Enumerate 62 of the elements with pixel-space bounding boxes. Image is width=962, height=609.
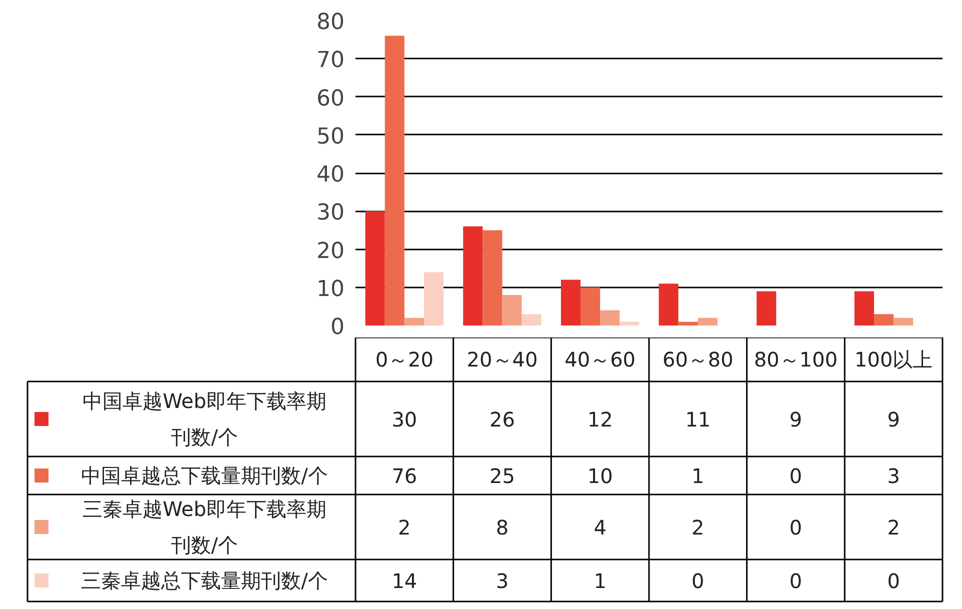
data-label: 0 — [789, 464, 802, 488]
bar — [698, 318, 718, 326]
data-label: 9 — [789, 408, 802, 432]
data-label: 12 — [587, 408, 613, 432]
y-tick-label: 80 — [316, 10, 345, 35]
bar — [365, 211, 385, 326]
y-tick-label: 70 — [316, 48, 345, 74]
legend-label: 三秦卓越Web即年下载率期刊数/个 — [82, 497, 326, 557]
data-label: 1 — [692, 464, 704, 488]
data-label: 2 — [887, 516, 900, 540]
y-tick-label: 60 — [316, 86, 345, 112]
x-tick-label: 60～80 — [662, 348, 734, 372]
data-label: 11 — [685, 408, 711, 432]
bar — [580, 287, 600, 326]
data-label: 9 — [887, 408, 900, 432]
bar — [560, 280, 581, 326]
data-label: 8 — [496, 516, 509, 540]
y-tick-label: 40 — [316, 162, 345, 188]
legend-label: 中国卓越Web即年下载率期刊数/个 — [82, 389, 326, 449]
data-label: 0 — [789, 569, 802, 593]
bar — [600, 310, 620, 326]
data-label: 3 — [887, 464, 900, 488]
data-label: 2 — [398, 516, 411, 540]
bar — [678, 322, 698, 326]
data-label: 0 — [887, 569, 900, 593]
legend-label: 中国卓越总下载量期刊数/个 — [81, 464, 328, 488]
bar — [384, 36, 404, 326]
bar — [854, 291, 874, 326]
bar — [894, 318, 914, 326]
data-label: 0 — [789, 516, 802, 540]
bar — [502, 295, 522, 326]
data-label: 30 — [392, 408, 418, 432]
bar — [756, 291, 776, 326]
x-tick-label: 80～100 — [754, 348, 838, 372]
y-tick-label: 20 — [316, 238, 345, 264]
legend-label: 三秦卓越总下载量期刊数/个 — [81, 568, 328, 592]
bar — [404, 318, 424, 326]
data-label: 2 — [692, 516, 704, 540]
data-label: 25 — [490, 464, 515, 488]
bar — [482, 230, 502, 326]
data-label: 3 — [496, 569, 509, 593]
x-tick-label: 20～40 — [466, 348, 538, 372]
x-tick-label: 0～20 — [375, 348, 434, 372]
bar — [522, 314, 542, 326]
x-tick-label: 100以上 — [854, 348, 933, 372]
bar — [463, 226, 483, 326]
y-tick-label: 10 — [316, 276, 345, 302]
data-label: 26 — [490, 408, 515, 432]
data-label: 4 — [594, 516, 606, 540]
data-label: 1 — [594, 569, 606, 593]
y-tick-label: 0 — [330, 315, 345, 340]
bar — [874, 314, 894, 326]
bar — [424, 272, 444, 326]
data-label: 10 — [587, 464, 613, 488]
data-label: 0 — [692, 569, 704, 593]
bar — [658, 284, 678, 326]
data-label: 14 — [392, 569, 418, 593]
y-tick-label: 30 — [316, 200, 345, 226]
x-tick-label: 40～60 — [564, 348, 636, 372]
data-label: 76 — [392, 464, 418, 488]
bar — [620, 322, 640, 326]
y-tick-label: 50 — [316, 124, 345, 150]
